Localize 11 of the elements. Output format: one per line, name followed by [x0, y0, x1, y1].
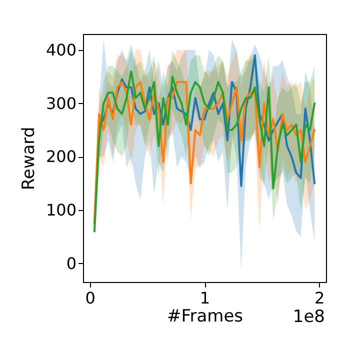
y-axis-title: Reward [18, 126, 39, 190]
x-tick-label: 1 [200, 288, 210, 308]
x-axis-title: #Frames [166, 306, 244, 326]
y-tick-label: 300 [46, 94, 76, 113]
y-tick-label: 0 [66, 254, 76, 273]
y-tick-label: 200 [46, 147, 76, 166]
x-tick-label: 2 [314, 288, 325, 308]
x-tick-label: 0 [85, 288, 96, 308]
y-tick-label: 100 [46, 200, 76, 220]
y-tick-label: 400 [46, 40, 76, 60]
text: 1e8 [292, 307, 325, 327]
